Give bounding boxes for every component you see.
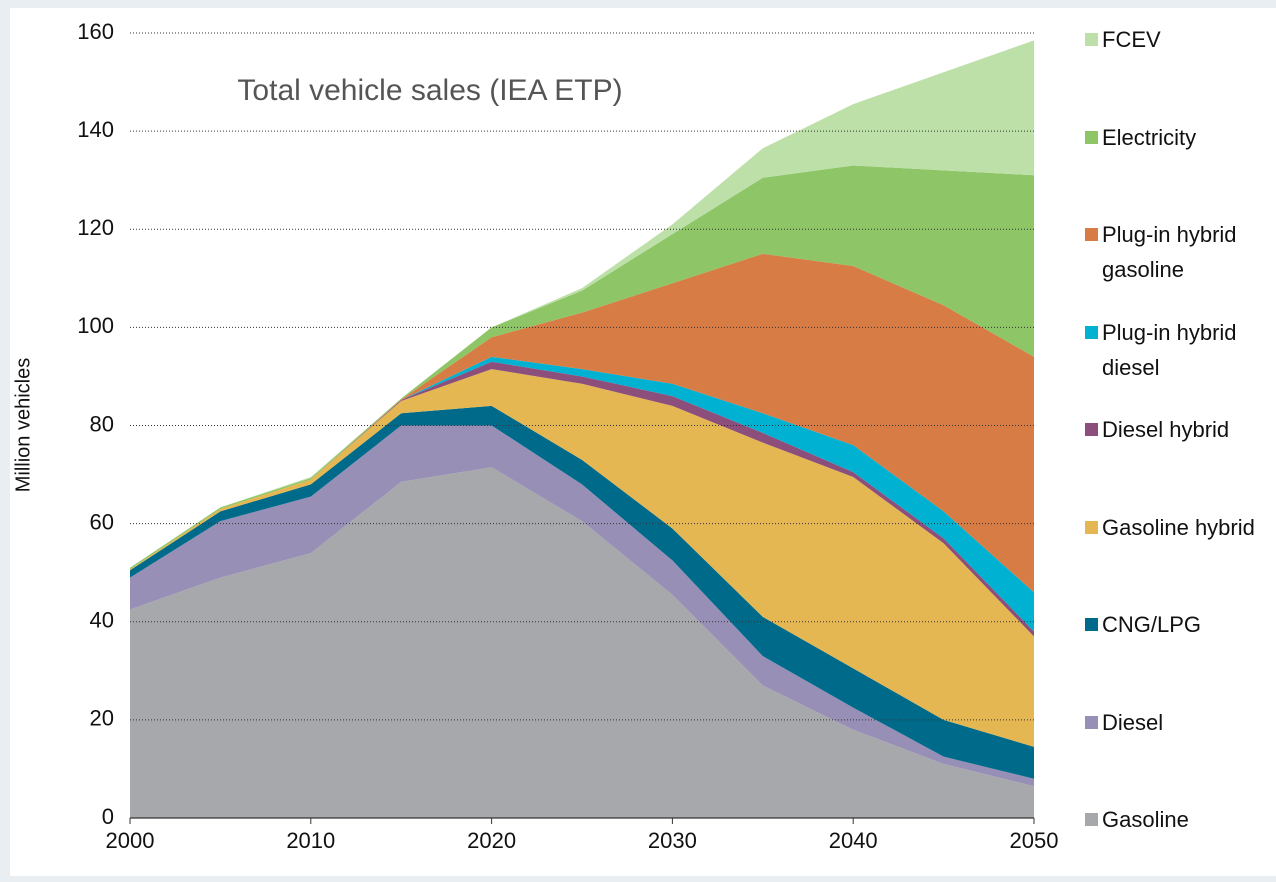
y-tick-label: 100	[77, 313, 114, 338]
x-tick-label: 2030	[648, 828, 697, 853]
legend-swatch	[1085, 715, 1098, 729]
y-tick-label: 0	[102, 804, 114, 829]
area	[130, 467, 1034, 818]
area	[130, 369, 1034, 747]
legend-label: Diesel	[1102, 709, 1164, 735]
legend-label: Electricity	[1102, 124, 1197, 150]
legend-swatch	[1085, 520, 1098, 534]
legend-label: Diesel hybrid	[1102, 417, 1230, 442]
x-tick-label: 2040	[829, 828, 878, 853]
area	[130, 405, 1034, 779]
y-tick-label: 80	[90, 411, 114, 436]
chart-title: Total vehicle sales (IEA ETP)	[237, 74, 622, 107]
y-tick-label: 160	[77, 19, 114, 44]
legend-label: CNG/LPG	[1102, 612, 1202, 637]
x-tick-label: 2000	[106, 828, 155, 853]
y-tick-label: 60	[90, 509, 114, 534]
x-tick-label: 2020	[467, 828, 516, 853]
legend-swatch	[1085, 33, 1098, 46]
area	[130, 425, 1034, 787]
legend-swatch	[1085, 325, 1098, 339]
legend-swatch	[1085, 228, 1098, 241]
y-tick-label: 40	[90, 608, 114, 633]
grid	[130, 32, 1034, 721]
legend-swatch	[1085, 130, 1098, 144]
y-tick-label: 140	[77, 117, 114, 142]
x-tick-label: 2010	[286, 828, 335, 853]
x-tick-label: 2050	[1010, 828, 1059, 853]
legend-label: Gasoline hybrid	[1102, 514, 1255, 540]
legend-label: Plug-in hybrid diesel	[1102, 319, 1237, 380]
areas	[130, 40, 1034, 818]
legend-label: Gasoline	[1102, 807, 1189, 832]
area	[130, 40, 1034, 568]
legend-label: FCEV	[1102, 27, 1161, 52]
legend-swatch	[1085, 618, 1098, 631]
y-tick-label: 20	[90, 706, 114, 731]
area	[130, 253, 1034, 593]
legend-label: Plug-in hybrid gasoline	[1102, 222, 1237, 282]
legend-swatch	[1085, 423, 1098, 436]
area	[130, 165, 1034, 570]
legend-swatch	[1085, 813, 1098, 826]
y-tick-label: 120	[77, 215, 114, 240]
y-axis-label: Million vehicles	[12, 358, 34, 493]
